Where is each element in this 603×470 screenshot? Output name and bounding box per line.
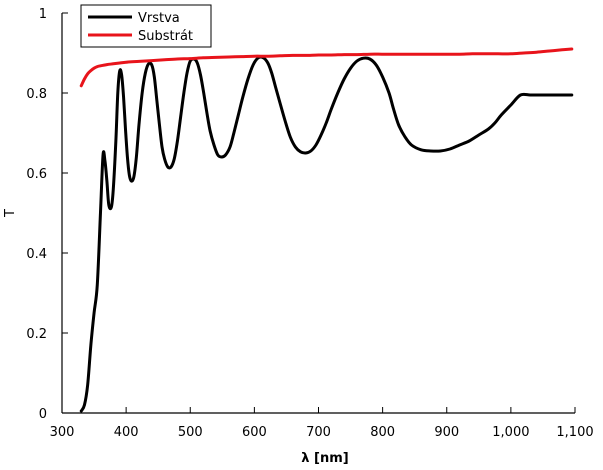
y-tick-label: 0 [39,407,47,422]
y-axis-title: T [3,209,18,218]
x-tick-label: 900 [434,425,459,440]
y-tick-label: 0.6 [26,167,47,182]
legend-label-vrstva: Vrstva [138,11,180,26]
x-tick-label: 400 [114,425,139,440]
y-tick-label: 0.2 [26,327,47,342]
y-tick-label: 0.4 [26,247,47,262]
x-ticks: 300 400 500 600 700 800 900 1,000 1,100 [50,407,594,440]
legend-box [80,4,212,48]
x-tick-label: 300 [50,425,75,440]
axes [61,13,575,414]
series-line-substrat [79,47,574,88]
x-tick-label: 500 [178,425,203,440]
x-tick-label: 1,100 [556,425,593,440]
x-tick-label: 600 [242,425,267,440]
legend: Vrstva Substrát [80,4,212,48]
series-line-vrstva [79,55,574,413]
legend-label-substrat: Substrát [138,29,193,44]
series-layer [79,47,574,413]
x-axis-title: λ [nm] [301,451,348,466]
x-tick-label: 1,000 [492,425,529,440]
y-tick-label: 0.8 [26,87,47,102]
y-tick-label: 1 [39,7,47,22]
y-ticks: 0 0.2 0.4 0.6 0.8 1 [26,7,68,422]
x-tick-label: 700 [306,425,331,440]
x-tick-label: 800 [370,425,395,440]
